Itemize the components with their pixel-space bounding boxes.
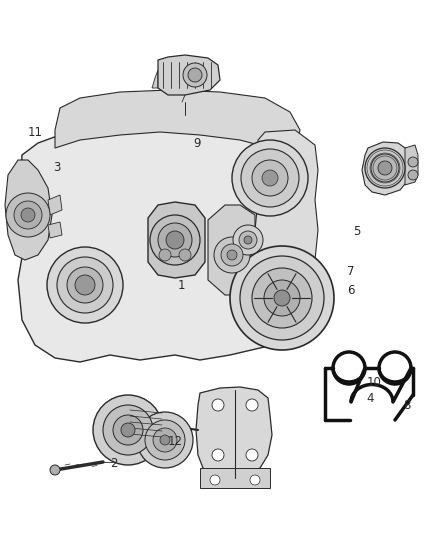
Circle shape [244,236,252,244]
Circle shape [179,249,191,261]
Circle shape [93,395,163,465]
Circle shape [240,256,324,340]
Circle shape [137,412,193,468]
Circle shape [212,399,224,411]
Circle shape [371,154,399,182]
Circle shape [408,170,418,180]
Polygon shape [196,387,272,478]
Circle shape [252,268,312,328]
Circle shape [150,215,200,265]
Circle shape [221,244,243,266]
Circle shape [274,290,290,306]
Circle shape [212,449,224,461]
Circle shape [47,247,123,323]
Text: 7: 7 [346,265,354,278]
Text: 11: 11 [28,126,42,139]
Circle shape [246,399,258,411]
Circle shape [408,157,418,167]
Polygon shape [148,202,205,278]
Polygon shape [48,222,62,238]
Circle shape [160,435,170,445]
Circle shape [57,257,113,313]
Polygon shape [55,90,300,155]
Circle shape [250,475,260,485]
Circle shape [14,201,42,229]
Circle shape [214,237,250,273]
Circle shape [239,231,257,249]
Polygon shape [158,55,220,95]
Circle shape [378,161,392,175]
Text: 2: 2 [110,457,118,470]
Polygon shape [255,130,318,345]
Circle shape [188,68,202,82]
Text: 6: 6 [346,284,354,297]
Circle shape [166,231,184,249]
Text: 8: 8 [404,399,411,411]
Circle shape [145,420,185,460]
Circle shape [230,246,334,350]
Circle shape [103,405,153,455]
Text: 5: 5 [353,225,360,238]
Circle shape [246,449,258,461]
Polygon shape [362,142,412,195]
Circle shape [159,249,171,261]
Circle shape [183,63,207,87]
Polygon shape [152,70,158,88]
Circle shape [158,223,192,257]
Text: 4: 4 [366,392,374,405]
Circle shape [113,415,143,445]
Circle shape [75,275,95,295]
Circle shape [262,170,278,186]
Circle shape [233,225,263,255]
Circle shape [227,250,237,260]
Text: 12: 12 [168,435,183,448]
Polygon shape [18,122,310,362]
Polygon shape [208,205,255,295]
Circle shape [365,148,405,188]
Circle shape [241,149,299,207]
Polygon shape [48,195,62,215]
Circle shape [232,140,308,216]
Polygon shape [405,145,418,185]
Circle shape [21,208,35,222]
Polygon shape [5,160,52,260]
Text: 9: 9 [193,138,201,150]
Text: 1: 1 [178,279,186,292]
Circle shape [252,160,288,196]
Text: 3: 3 [53,161,60,174]
Circle shape [6,193,50,237]
Circle shape [210,475,220,485]
Circle shape [121,423,135,437]
Circle shape [50,465,60,475]
Circle shape [153,428,177,452]
Circle shape [264,280,300,316]
Text: 10: 10 [367,376,382,389]
Polygon shape [200,468,270,488]
Circle shape [67,267,103,303]
